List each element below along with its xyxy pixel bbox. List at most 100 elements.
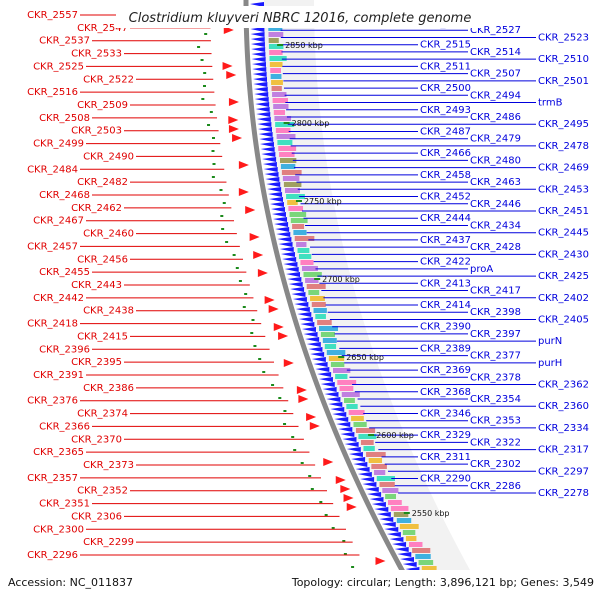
left-gene-label: CKR_2306 bbox=[71, 511, 122, 522]
left-gene-label: CKR_2365 bbox=[33, 447, 84, 458]
minus-strand-feature bbox=[288, 282, 303, 287]
minus-strand-feature bbox=[376, 512, 391, 517]
gc-dot bbox=[220, 215, 224, 217]
color-feature bbox=[390, 506, 409, 511]
color-feature bbox=[326, 350, 346, 355]
right-gene-label: CKR_2463 bbox=[470, 177, 521, 188]
gc-dot bbox=[300, 462, 304, 464]
kbp-tick-label: 2750 kbp bbox=[304, 197, 342, 206]
gc-dot bbox=[207, 124, 211, 126]
color-feature bbox=[282, 176, 300, 181]
color-feature bbox=[409, 542, 423, 547]
plus-strand-feature bbox=[278, 332, 289, 340]
left-gene-label: CKR_2484 bbox=[27, 164, 78, 175]
gc-dot bbox=[238, 280, 242, 282]
minus-strand-feature bbox=[273, 217, 288, 222]
color-feature bbox=[306, 284, 326, 289]
color-feature bbox=[421, 566, 437, 571]
minus-strand-feature bbox=[251, 62, 266, 67]
backbone-line bbox=[243, 0, 421, 600]
minus-strand-feature bbox=[355, 467, 370, 472]
right-gene-label: CKR_2478 bbox=[538, 141, 589, 152]
minus-strand-feature bbox=[303, 332, 318, 337]
minus-strand-feature bbox=[315, 367, 330, 372]
color-feature bbox=[293, 230, 307, 235]
right-gene-label: CKR_2458 bbox=[420, 170, 471, 181]
minus-strand-feature bbox=[261, 152, 276, 157]
left-gene-label: CKR_2516 bbox=[27, 87, 78, 98]
color-feature bbox=[270, 68, 281, 73]
gc-dot bbox=[197, 46, 201, 48]
kbp-tick-label: 2650 kbp bbox=[346, 353, 384, 362]
color-feature bbox=[297, 248, 310, 253]
minus-strand-feature bbox=[260, 147, 275, 152]
right-gene-label: CKR_2422 bbox=[420, 257, 471, 268]
color-feature bbox=[346, 404, 358, 409]
right-gene-label: CKR_2377 bbox=[470, 351, 521, 362]
right-gene-label: CKR_2368 bbox=[420, 387, 471, 398]
outer-band bbox=[264, 0, 487, 600]
minus-strand-feature bbox=[334, 417, 349, 422]
color-feature bbox=[271, 80, 283, 85]
right-gene-label: CKR_2414 bbox=[420, 300, 471, 311]
minus-strand-feature bbox=[308, 347, 323, 352]
right-gene-label: CKR_2402 bbox=[538, 293, 589, 304]
minus-strand-feature bbox=[251, 47, 266, 52]
plus-strand-feature bbox=[268, 305, 279, 313]
color-feature bbox=[351, 416, 364, 421]
color-feature bbox=[272, 92, 287, 97]
color-feature bbox=[310, 296, 325, 301]
gc-dot bbox=[211, 137, 215, 139]
color-feature bbox=[294, 236, 315, 241]
left-gene-label: CKR_2374 bbox=[77, 409, 128, 420]
kbp-tick-label: 2600 kbp bbox=[376, 431, 414, 440]
minus-strand-feature bbox=[287, 277, 302, 282]
minus-strand-feature bbox=[267, 187, 282, 192]
minus-strand-feature bbox=[275, 227, 290, 232]
left-gene-label: CKR_2525 bbox=[33, 61, 84, 72]
minus-strand-feature bbox=[278, 242, 293, 247]
minus-strand-feature bbox=[276, 232, 291, 237]
left-gene-label: CKR_2455 bbox=[39, 267, 90, 278]
color-feature bbox=[396, 518, 412, 523]
color-feature bbox=[315, 314, 326, 319]
color-feature bbox=[374, 470, 386, 475]
gc-dot bbox=[244, 293, 248, 295]
gc-dot bbox=[221, 228, 225, 230]
gc-dot bbox=[201, 98, 205, 100]
gc-dot bbox=[211, 176, 215, 178]
minus-strand-feature bbox=[251, 52, 266, 57]
right-gene-label: CKR_2510 bbox=[538, 54, 589, 65]
left-gene-label: CKR_2373 bbox=[83, 460, 134, 471]
left-gene-label: CKR_2438 bbox=[83, 306, 134, 317]
gc-dot bbox=[225, 241, 229, 243]
label-connector-lines bbox=[80, 14, 536, 556]
gc-dot bbox=[232, 254, 236, 256]
right-gene-label: CKR_2428 bbox=[470, 242, 521, 253]
color-feature bbox=[287, 200, 298, 205]
color-feature bbox=[412, 548, 431, 553]
minus-strand-feature bbox=[254, 97, 269, 102]
left-gene-label: CKR_2442 bbox=[33, 293, 84, 304]
plus-strand-feature bbox=[346, 503, 357, 511]
plus-strand-feature bbox=[228, 98, 239, 106]
color-feature bbox=[268, 26, 283, 31]
left-gene-label: CKR_2467 bbox=[33, 216, 84, 227]
color-feature bbox=[418, 560, 434, 565]
right-gene-label: CKR_2302 bbox=[470, 459, 521, 470]
minus-strand-feature bbox=[298, 317, 313, 322]
left-gene-label: CKR_2462 bbox=[71, 203, 122, 214]
plus-strand-feature bbox=[273, 323, 284, 331]
color-feature bbox=[322, 338, 337, 343]
color-feature bbox=[268, 44, 284, 49]
left-gene-label: CKR_2351 bbox=[39, 499, 90, 510]
minus-strand-feature bbox=[294, 302, 309, 307]
gc-dot bbox=[324, 514, 328, 516]
kbp-ticks: 2850 kbp 2800 kbp 2750 kbp 2700 kbp 2650 kbp… bbox=[277, 41, 450, 518]
minus-strand-feature bbox=[394, 547, 409, 552]
right-gene-label: CKR_2389 bbox=[420, 343, 471, 354]
minus-strand-feature bbox=[250, 37, 265, 42]
gc-dot bbox=[219, 189, 223, 191]
left-gene-label: CKR_2499 bbox=[33, 139, 84, 150]
